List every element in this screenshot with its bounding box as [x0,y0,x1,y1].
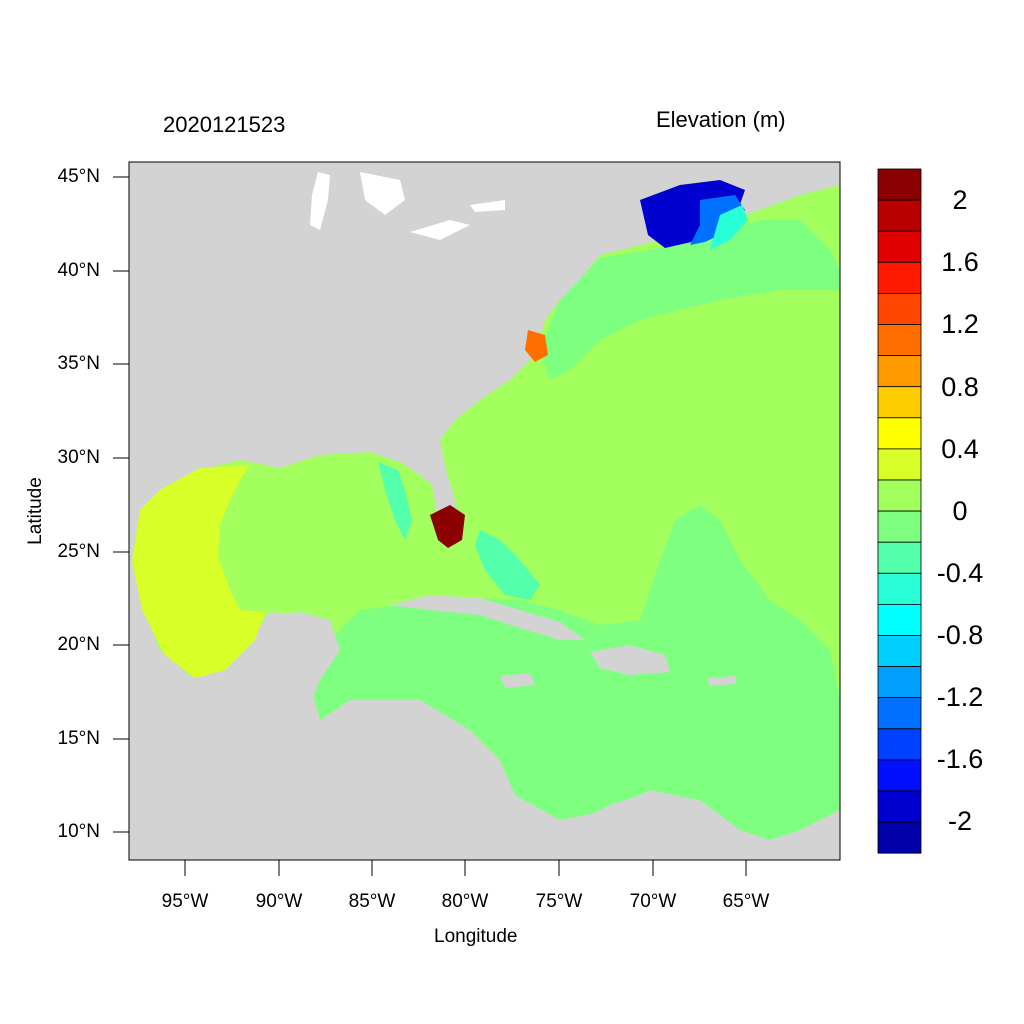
colorbar-swatch [877,604,922,636]
timestamp-title: 2020121523 [163,112,286,137]
colorbar-label: 0.4 [941,434,979,464]
colorbar-swatch [877,448,922,481]
gulf-of-maine-edge [710,205,748,250]
colorbar-label: 1.2 [941,309,979,339]
colorbar-swatch [877,572,922,605]
lat-tick-label: 35°N [57,353,100,374]
lake-ontario [470,200,505,212]
colorbar-swatch [877,790,922,823]
colorbar-swatch [877,479,922,512]
colorbar-swatch [877,510,922,543]
colorbar-swatch [877,355,922,388]
lake-erie [410,220,470,240]
lat-tick-label: 30°N [57,447,100,468]
central-america [129,700,450,860]
lat-tick-label: 40°N [57,260,100,281]
colorbar-label: -0.4 [936,558,984,588]
colorbar-label: 0.8 [941,372,979,402]
puerto-rico [708,676,736,686]
x-axis-label: Longitude [434,926,518,947]
gulf-high-zone [132,465,265,678]
colorbar-swatch [877,666,922,699]
colorbar-label: -2 [947,806,972,836]
colorbar-label: 0 [952,496,968,526]
colorbar-swatch [877,759,922,792]
y-axis-label: Latitude [25,477,46,545]
lon-ticks [184,860,747,876]
colorbar-label: 2 [952,185,968,215]
colorbar-label: -1.6 [936,744,984,774]
bahamas-bank [475,530,540,600]
lake-huron [360,172,405,215]
variable-title: Elevation (m) [656,107,786,132]
gulf-of-maine-mid [690,195,745,245]
lat-tick-label: 15°N [57,728,100,749]
yucatan [260,612,340,705]
lat-tick-label: 25°N [57,541,100,562]
south-florida-surge [430,505,465,548]
lat-tick-label: 20°N [57,634,100,655]
hispaniola [590,645,670,675]
plot-frame [128,161,841,861]
florida-bay-shallow [378,462,412,540]
lon-tick-label: 65°W [722,891,770,912]
lon-tick-label: 75°W [535,891,583,912]
colorbar-swatch [877,635,922,668]
colorbar-swatch [877,292,922,325]
lon-tick-label: 95°W [161,891,209,912]
lat-ticks [113,176,129,833]
cuba [390,595,585,640]
south-america [560,792,840,860]
gulf-of-maine-low [640,180,745,248]
lat-tick-label: 10°N [57,821,100,842]
lon-tick-label: 85°W [348,891,396,912]
lat-tick-label: 45°N [57,166,100,187]
colorbar-swatch [877,230,922,263]
colorbar-label: 1.6 [941,247,979,277]
colorbar-label: -1.2 [936,682,984,712]
lake-michigan [310,172,330,230]
north-carolina-surge [525,330,548,362]
jamaica [500,673,535,688]
colorbar-swatch [877,821,922,854]
atlantic-shelf [540,220,840,380]
colorbar-swatch [877,324,922,357]
colorbar-swatch [877,541,922,574]
lon-tick-label: 90°W [255,891,303,912]
lon-tick-label: 70°W [629,891,677,912]
colorbar-swatch [877,417,922,450]
colorbar-swatch [877,261,922,294]
lon-tick-label: 80°W [441,891,489,912]
colorbar-swatch [877,728,922,761]
colorbar-label: -0.8 [936,620,984,650]
colorbar-swatch [877,168,922,201]
colorbar-swatch [877,199,922,232]
colorbar-swatch [877,386,922,419]
colorbar [877,168,922,854]
caribbean-sea [312,505,840,860]
